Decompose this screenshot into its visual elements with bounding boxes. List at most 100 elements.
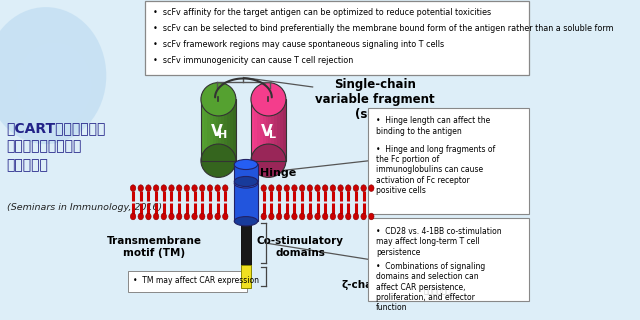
Ellipse shape [292,185,297,191]
Text: V: V [261,124,273,139]
Text: •  scFv affinity for the target antigen can be optimized to reduce potential tox: • scFv affinity for the target antigen c… [152,8,491,17]
Text: 医药社交平台: 医药社交平台 [424,286,452,295]
Ellipse shape [353,213,358,220]
Ellipse shape [276,185,282,191]
Bar [224,99,227,161]
Ellipse shape [353,185,358,191]
Bar [280,99,283,161]
Bar [210,99,212,161]
Ellipse shape [330,185,335,191]
Ellipse shape [234,179,258,188]
Bar [212,99,216,161]
Ellipse shape [234,176,258,187]
Ellipse shape [323,185,328,191]
Bar [234,164,258,181]
Ellipse shape [269,213,274,220]
Ellipse shape [300,185,305,191]
Ellipse shape [146,185,151,191]
Bar [257,99,260,161]
FancyBboxPatch shape [145,1,529,75]
Ellipse shape [192,185,197,191]
Ellipse shape [276,213,282,220]
FancyBboxPatch shape [129,271,247,292]
Ellipse shape [369,213,374,220]
Bar [230,99,233,161]
Text: •  TM may affect CAR expression: • TM may affect CAR expression [133,276,259,285]
Ellipse shape [201,83,236,116]
Ellipse shape [161,185,166,191]
Bar [241,265,250,288]
Ellipse shape [177,213,182,220]
Ellipse shape [223,185,228,191]
Ellipse shape [154,213,159,220]
Ellipse shape [138,213,143,220]
Text: L: L [269,130,276,140]
Ellipse shape [223,213,228,220]
FancyBboxPatch shape [369,218,529,300]
Bar [275,99,277,161]
Text: •  CD28 vs. 4-1BB co-stimulation
may affect long-term T cell
persistence: • CD28 vs. 4-1BB co-stimulation may affe… [376,227,502,257]
Bar [268,99,271,161]
Ellipse shape [146,213,151,220]
Ellipse shape [361,185,366,191]
Ellipse shape [361,213,366,220]
Ellipse shape [284,185,289,191]
Ellipse shape [307,185,312,191]
Ellipse shape [292,213,297,220]
Ellipse shape [330,213,335,220]
Bar [218,99,221,161]
Text: Hinge: Hinge [260,168,296,178]
Ellipse shape [307,213,312,220]
Ellipse shape [184,185,189,191]
Bar [201,99,236,161]
Text: •  scFv immunogenicity can cause T cell rejection: • scFv immunogenicity can cause T cell r… [152,56,353,65]
Text: V: V [211,124,223,139]
Ellipse shape [315,213,320,220]
Bar [271,99,275,161]
Text: (Seminars in Immunology, 2016): (Seminars in Immunology, 2016) [6,203,162,212]
Ellipse shape [261,213,266,220]
Ellipse shape [184,213,189,220]
Ellipse shape [346,185,351,191]
Ellipse shape [207,213,212,220]
Ellipse shape [369,185,374,191]
Bar [266,99,268,161]
Text: •  scFv framework regions may cause spontaneous signaling into T cells: • scFv framework regions may cause spont… [152,40,444,49]
Ellipse shape [192,213,197,220]
Ellipse shape [207,185,212,191]
Bar [262,99,266,161]
Ellipse shape [200,185,205,191]
Ellipse shape [284,213,289,220]
Bar [201,99,204,161]
Text: Single-chain
variable fragment
(scFv): Single-chain variable fragment (scFv) [315,77,435,121]
Text: •  Combinations of signaling
domains and selection can
affect CAR persistence,
p: • Combinations of signaling domains and … [376,262,485,312]
Bar [251,99,286,161]
Ellipse shape [154,185,159,191]
Text: Co-stimulatory
domains: Co-stimulatory domains [257,236,344,258]
Ellipse shape [161,213,166,220]
Bar [227,99,230,161]
Bar [234,183,258,221]
Bar [241,221,250,265]
Ellipse shape [315,185,320,191]
Ellipse shape [0,7,106,144]
Text: •  Hinge length can affect the
binding to the antigen: • Hinge length can affect the binding to… [376,116,490,136]
Bar [277,99,280,161]
Ellipse shape [300,213,305,220]
Ellipse shape [215,213,220,220]
Ellipse shape [346,213,351,220]
Bar [216,99,218,161]
Text: •  scFv can be selected to bind preferentially the membrane bound form of the an: • scFv can be selected to bind preferent… [152,24,613,33]
Bar [283,99,286,161]
Ellipse shape [131,185,136,191]
Bar [221,99,224,161]
Bar [204,99,207,161]
Ellipse shape [177,185,182,191]
Ellipse shape [251,83,286,116]
Ellipse shape [131,213,136,220]
Ellipse shape [338,185,343,191]
Bar [254,99,257,161]
Text: H: H [218,130,227,140]
Ellipse shape [261,185,266,191]
Ellipse shape [169,185,174,191]
